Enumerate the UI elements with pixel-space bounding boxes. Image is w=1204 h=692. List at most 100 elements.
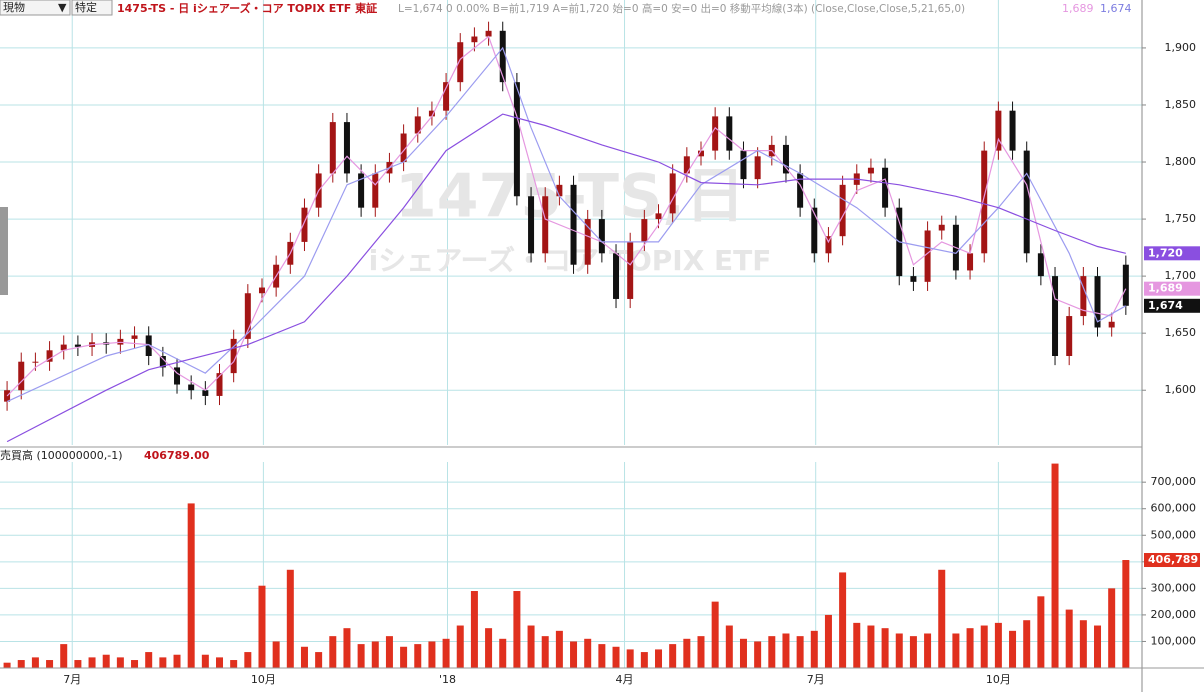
candle-body <box>1066 316 1073 356</box>
candle-body <box>542 196 549 254</box>
volume-bar <box>258 585 266 668</box>
volume-bar <box>74 660 82 668</box>
candle-body <box>1037 253 1044 277</box>
volume-bar <box>796 636 804 668</box>
volume-bar <box>102 654 110 668</box>
candle-body <box>995 110 1002 151</box>
candle-body <box>513 82 520 197</box>
volume-bar <box>952 633 960 668</box>
last-value-label: 1,720 <box>1148 246 1183 259</box>
candle-body <box>74 344 81 347</box>
y-tick-label: 1,850 <box>1165 98 1197 111</box>
x-tick-label: '18 <box>439 673 456 686</box>
candle-body <box>981 150 988 254</box>
y-tick-label: 700,000 <box>1151 475 1197 488</box>
candle-body <box>867 167 874 174</box>
volume-bar <box>867 625 875 668</box>
volume-bar <box>315 652 323 668</box>
candle-body <box>443 82 450 111</box>
candle-body <box>839 184 846 237</box>
volume-bar <box>46 660 54 668</box>
y-tick-label: 1,750 <box>1165 212 1197 225</box>
volume-bar <box>88 657 96 668</box>
volume-bar <box>31 657 39 668</box>
candle-body <box>471 36 478 43</box>
y-tick-label: 1,600 <box>1165 383 1197 396</box>
volume-bar <box>159 657 167 668</box>
volume-bar <box>824 614 832 668</box>
volume-bar <box>612 646 620 668</box>
volume-bar <box>1037 596 1045 668</box>
volume-bar <box>626 649 634 668</box>
candle-body <box>782 144 789 174</box>
moving-average-line <box>6 35 1127 397</box>
volume-bar <box>244 652 252 668</box>
candle-body <box>60 344 67 351</box>
volume-bar <box>1009 630 1017 668</box>
candle-body <box>1122 264 1129 306</box>
candle-body <box>924 230 931 282</box>
candle-body <box>202 390 209 396</box>
candle-body <box>258 287 265 294</box>
market-select[interactable] <box>0 0 71 16</box>
volume-bar <box>357 644 365 668</box>
candle-body <box>528 196 535 254</box>
volume-bar <box>655 649 663 668</box>
volume-bar <box>768 636 776 668</box>
candle-body <box>485 30 492 37</box>
candle-body <box>145 335 152 356</box>
candle-body <box>358 173 365 208</box>
volume-bar <box>541 636 549 668</box>
candle-body <box>216 373 223 396</box>
x-tick-label: 7月 <box>63 673 81 686</box>
volume-bar <box>683 638 691 668</box>
volume-bar <box>216 657 224 668</box>
volume-bar <box>428 641 436 668</box>
last-value-label: 1,689 <box>1148 282 1183 295</box>
volume-bar <box>555 630 563 668</box>
volume-bar <box>924 633 932 668</box>
volume-bar <box>116 657 124 668</box>
last-value-badge <box>1144 281 1200 296</box>
current-volume-label: 406,789 <box>1148 553 1198 566</box>
volume-bar <box>570 641 578 668</box>
candle-body <box>244 293 251 339</box>
candle-body <box>570 184 577 265</box>
volume-bar <box>1023 620 1031 668</box>
volume-bar <box>499 638 507 668</box>
volume-title: 売買高 (100000000,-1) <box>0 448 123 462</box>
account-select[interactable] <box>71 0 113 16</box>
candle-body <box>726 116 733 151</box>
volume-bar <box>485 628 493 668</box>
candle-body <box>683 156 690 174</box>
y-tick-label: 200,000 <box>1151 608 1197 621</box>
market-select-text: 現物 <box>3 0 25 14</box>
candle-body <box>372 173 379 208</box>
volume-bar <box>711 601 719 668</box>
candle-body <box>499 30 506 83</box>
candle-body <box>230 338 237 374</box>
candle-body <box>1094 276 1101 328</box>
volume-bar <box>640 652 648 668</box>
volume-bar <box>343 628 351 668</box>
x-tick-label: 7月 <box>807 673 825 686</box>
candle-body <box>1080 276 1087 317</box>
candle-body <box>627 241 634 299</box>
side-tab[interactable] <box>0 207 8 295</box>
volume-bar <box>754 641 762 668</box>
candle-body <box>669 173 676 214</box>
y-tick-label: 1,800 <box>1165 155 1197 168</box>
volume-bar <box>938 569 946 668</box>
chart-title: 1475-TS - 日 iシェアーズ・コア TOPIX ETF 東証 <box>117 1 377 15</box>
y-tick-label: 300,000 <box>1151 581 1197 594</box>
volume-bar <box>966 628 974 668</box>
candle-body <box>641 219 648 242</box>
candle-body <box>655 213 662 220</box>
volume-bar <box>1094 625 1102 668</box>
candle-body <box>1023 150 1030 254</box>
volume-bar <box>839 572 847 668</box>
volume-bar <box>201 654 209 668</box>
volume-bar <box>513 591 521 668</box>
last-value-badge <box>1144 298 1200 313</box>
